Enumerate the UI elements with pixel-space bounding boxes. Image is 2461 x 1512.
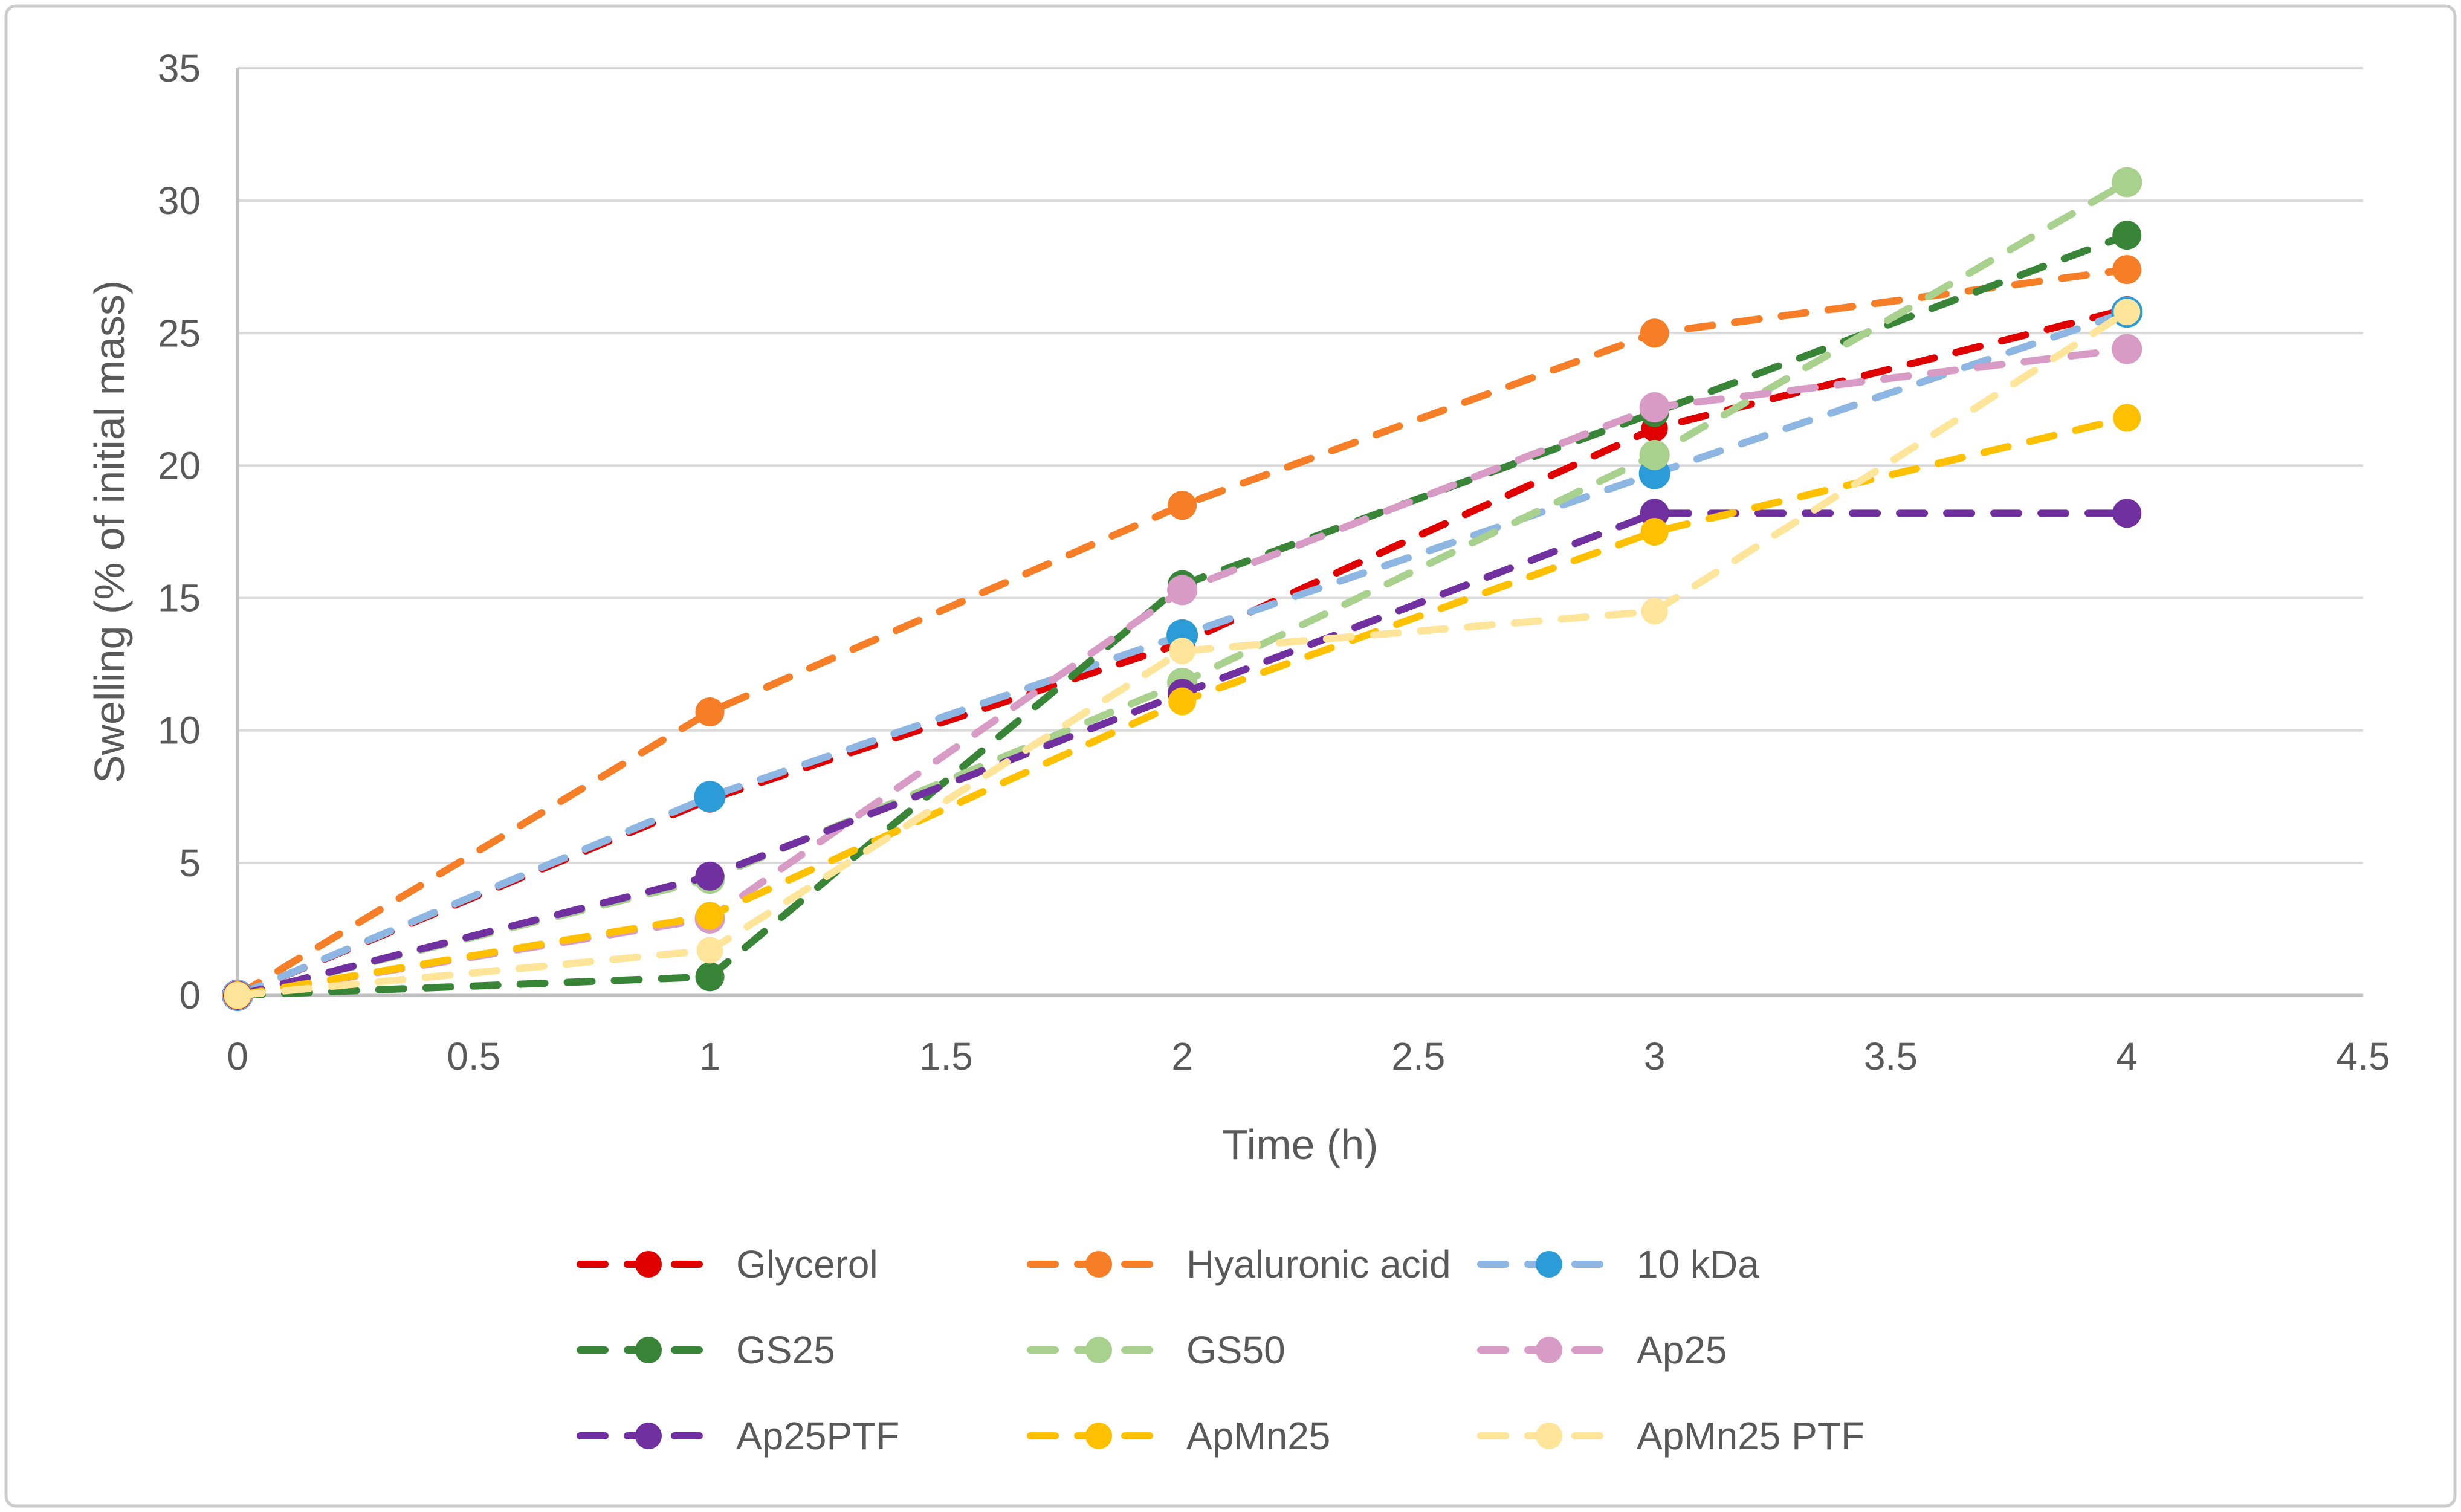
x-axis-title: Time (h)	[1223, 1121, 1379, 1168]
y-tick-label-15: 15	[158, 577, 201, 620]
y-tick-label-0: 0	[179, 974, 201, 1017]
y-tick-label-5: 5	[179, 841, 201, 885]
series-marker-apmn25-t4	[2113, 404, 2141, 432]
legend-label-ap25: Ap25	[1637, 1328, 1727, 1372]
series-marker-ap25-t4	[2112, 334, 2142, 364]
y-tick-label-10: 10	[158, 709, 201, 752]
series-marker-apmn25-ptf-t3	[1641, 598, 1668, 625]
series-marker-gs25-t1	[695, 962, 725, 992]
series-marker-ap25ptf-t4	[2112, 499, 2142, 528]
legend-marker-apmn25-ptf	[1536, 1423, 1562, 1449]
legend-marker-hyaluronic-acid	[1085, 1251, 1112, 1278]
x-tick-label-1.5: 1.5	[919, 1035, 973, 1078]
series-marker-apmn25-ptf-t1	[696, 937, 723, 964]
x-tick-label-3: 3	[1644, 1035, 1666, 1078]
y-tick-label-20: 20	[158, 444, 201, 487]
series-marker-gs50-t3	[1639, 439, 1670, 470]
legend-marker-10-kda	[1536, 1251, 1562, 1278]
legend-marker-ap25	[1536, 1337, 1562, 1363]
x-tick-label-4.5: 4.5	[2336, 1035, 2390, 1078]
series-marker-apmn25-ptf-t4	[2113, 299, 2141, 326]
series-marker-gs25-t4	[2112, 221, 2142, 250]
legend-marker-gs50	[1085, 1337, 1112, 1363]
x-tick-label-2.5: 2.5	[1391, 1035, 1445, 1078]
legend-marker-apmn25	[1085, 1423, 1112, 1449]
y-axis-title: Swelling (% of initial mass)	[86, 280, 133, 783]
x-tick-label-4: 4	[2116, 1035, 2138, 1078]
legend: Glycerol Hyaluronic acid 10 kDa GS25 GS50 Ap2…	[577, 1242, 1864, 1458]
legend-label-10-kda: 10 kDa	[1637, 1242, 1759, 1286]
series-marker-10-kda-t1	[694, 781, 726, 813]
x-tick-label-3.5: 3.5	[1864, 1035, 1918, 1078]
legend-label-ap25ptf: Ap25PTF	[736, 1414, 899, 1458]
x-tick-label-2: 2	[1171, 1035, 1193, 1078]
legend-marker-gs25	[635, 1337, 662, 1363]
x-tick-label-0.5: 0.5	[447, 1035, 500, 1078]
series-marker-gs50-t4	[2112, 167, 2142, 198]
figure-border	[4, 4, 2457, 1508]
legend-label-gs25: GS25	[736, 1328, 835, 1372]
legend-label-glycerol: Glycerol	[736, 1242, 878, 1286]
series-marker-ap25ptf-t1	[695, 861, 725, 891]
y-tick-label-30: 30	[158, 179, 201, 222]
series-marker-ap25-t2	[1167, 575, 1198, 606]
series-marker-apmn25-t3	[1640, 518, 1669, 546]
series-marker-hyaluronic-acid-t3	[1640, 318, 1669, 348]
legend-marker-glycerol	[635, 1251, 662, 1278]
series-marker-hyaluronic-acid-t1	[695, 697, 725, 727]
series-marker-hyaluronic-acid-t4	[2112, 255, 2142, 285]
x-tick-label-1: 1	[699, 1035, 721, 1078]
series-marker-apmn25-t1	[696, 902, 724, 930]
y-tick-label-25: 25	[158, 311, 201, 355]
series-marker-hyaluronic-acid-t2	[1168, 491, 1197, 520]
x-tick-label-0: 0	[227, 1035, 248, 1078]
series-marker-apmn25-ptf-t2	[1169, 638, 1196, 665]
legend-label-gs50: GS50	[1186, 1328, 1285, 1372]
legend-marker-ap25ptf	[635, 1423, 662, 1449]
legend-label-apmn25: ApMn25	[1186, 1414, 1330, 1458]
y-tick-label-35: 35	[158, 47, 201, 90]
series-marker-apmn25-ptf-t0	[224, 982, 251, 1009]
series-marker-apmn25-t2	[1168, 687, 1197, 716]
legend-label-hyaluronic-acid: Hyaluronic acid	[1186, 1242, 1451, 1286]
series-marker-ap25-t3	[1639, 392, 1670, 423]
legend-label-apmn25-ptf: ApMn25 PTF	[1637, 1414, 1864, 1458]
